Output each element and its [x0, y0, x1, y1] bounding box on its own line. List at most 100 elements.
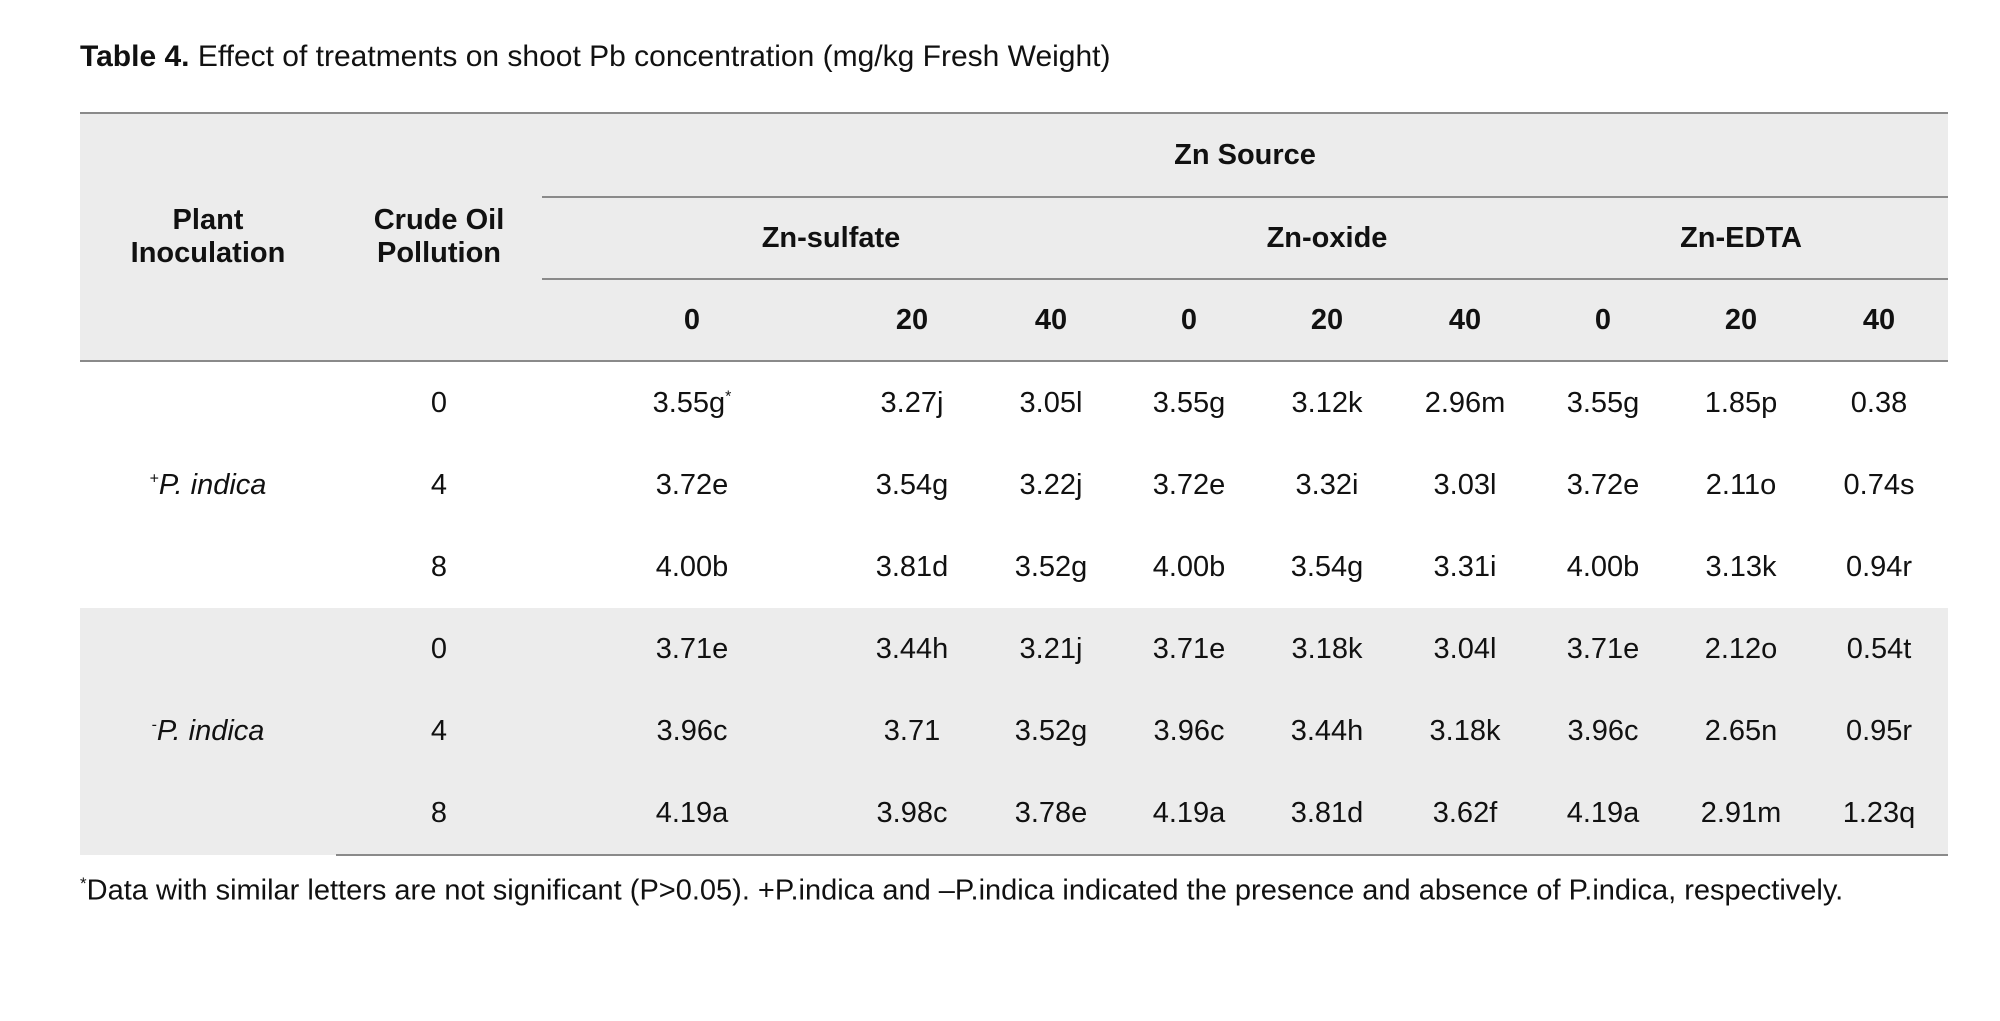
- value-cell: 3.96c: [1534, 690, 1672, 772]
- value-text: 3.71e: [655, 632, 729, 665]
- value-cell: 3.18k: [1396, 690, 1534, 772]
- value-cell: 4.19a: [1534, 772, 1672, 856]
- value-text: 3.55g: [1566, 386, 1640, 419]
- value-text: 2.91m: [1700, 796, 1782, 829]
- value-cell: 2.12o: [1672, 608, 1810, 690]
- table-footnote: *Data with similar letters are not signi…: [80, 874, 1843, 908]
- value-cell: 2.96m: [1396, 361, 1534, 444]
- pollution-cell: 0: [336, 608, 542, 690]
- value-cell: 3.32i: [1258, 444, 1396, 526]
- value-cell: 3.72e: [1120, 444, 1258, 526]
- value-cell: 3.13k: [1672, 526, 1810, 608]
- value-cell: 3.72e: [542, 444, 842, 526]
- value-text: 3.72e: [655, 468, 729, 501]
- pollution-cell: 4: [336, 690, 542, 772]
- value-cell: 2.91m: [1672, 772, 1810, 856]
- value-cell: 3.12k: [1258, 361, 1396, 444]
- table-row: 4 3.96c 3.71 3.52g 3.96c 3.44h 3.18k 3.96c 2.65n…: [80, 690, 1949, 772]
- value-cell: 3.55g*: [542, 361, 842, 444]
- header-source-zn-edta: Zn-EDTA: [1534, 197, 1949, 280]
- value-cell: 3.22j: [982, 444, 1120, 526]
- pollution-cell: 0: [430, 386, 448, 419]
- value-cell: 3.05l: [982, 361, 1120, 444]
- value-text: 4.00b: [655, 550, 729, 583]
- value-text: 3.54g: [875, 468, 949, 501]
- value-text: 4.19a: [1566, 796, 1640, 829]
- value-cell: 4.19a: [1120, 772, 1258, 856]
- pollution-cell: 8: [430, 550, 448, 583]
- value-cell: 3.21j: [982, 608, 1120, 690]
- value-text: 3.55g: [1152, 386, 1226, 419]
- header-plant-inoculation: Plant Inoculation: [80, 112, 336, 362]
- inoculation-name: P. indica: [156, 715, 265, 747]
- value-text: 3.81d: [875, 550, 949, 583]
- inoculation-sign: -: [151, 716, 157, 734]
- table-row: -P. indica 0 3.71e 3.44h 3.21j 3.71e 3.18k 3.04…: [80, 608, 1949, 855]
- results-table: Plant Inoculation Crude Oil Pollution Zn…: [80, 112, 1949, 856]
- header-crude-oil-line2: Pollution: [376, 237, 502, 269]
- footnote-text: Data with similar letters are not signif…: [86, 874, 1844, 907]
- value-cell: 3.52g: [982, 690, 1120, 772]
- value-text: 3.31i: [1433, 550, 1497, 583]
- value-cell: 4.00b: [1534, 526, 1672, 608]
- value-text: 3.96c: [656, 714, 728, 747]
- value-cell: 3.72e: [1534, 444, 1672, 526]
- value-text: 3.18k: [1429, 714, 1501, 747]
- results-table-container: Plant Inoculation Crude Oil Pollution Zn…: [80, 112, 1949, 856]
- header-level: 40: [1396, 279, 1534, 362]
- value-text: 3.05l: [1019, 386, 1083, 419]
- inoculation-name: P. indica: [158, 468, 267, 501]
- value-cell: 3.71e: [1120, 608, 1258, 690]
- table-row: 8 4.00b 3.81d 3.52g 4.00b 3.54g 3.31i 4.00b 3.13…: [80, 526, 1948, 608]
- value-text: 3.18k: [1291, 632, 1363, 665]
- value-text: 3.72e: [1566, 468, 1640, 501]
- value-text: 0.54t: [1846, 632, 1912, 665]
- header-level: 0: [1534, 279, 1672, 362]
- value-text: 0.95r: [1845, 714, 1913, 747]
- value-text: 3.81d: [1290, 796, 1364, 829]
- value-cell: 3.44h: [842, 608, 982, 690]
- value-text: 0.74s: [1843, 468, 1915, 501]
- value-cell: 1.85p: [1672, 361, 1810, 444]
- value-cell: 3.44h: [1258, 690, 1396, 772]
- value-cell: 3.04l: [1396, 608, 1534, 690]
- inoculation-sign: +: [149, 469, 159, 487]
- value-cell: 3.52g: [982, 526, 1120, 608]
- table-row: 8 4.19a 3.98c 3.78e 4.19a 3.81d 3.62f 4.19a 2.91…: [80, 772, 1949, 856]
- value-text: 3.52g: [1014, 714, 1088, 747]
- value-text: 3.13k: [1705, 550, 1777, 583]
- value-text: 3.44h: [875, 632, 949, 665]
- pollution-cell: 4: [430, 468, 448, 501]
- value-cell: 2.65n: [1672, 690, 1810, 772]
- value-text: 3.98c: [876, 796, 948, 829]
- table-row: +P. indica 0 3.55g* 3.27j 3.05l 3.55g 3.12k 2.9…: [80, 361, 1948, 501]
- value-text: 3.03l: [1433, 468, 1497, 501]
- value-text: 2.11o: [1705, 468, 1777, 501]
- value-text: 2.65n: [1704, 714, 1778, 747]
- value-cell: 3.18k: [1258, 608, 1396, 690]
- value-text: 3.78e: [1014, 796, 1088, 829]
- significance-mark: *: [725, 387, 732, 405]
- inoculation-cell: -P. indica: [80, 608, 336, 855]
- value-text: 3.04l: [1433, 632, 1497, 665]
- value-cell: 3.96c: [542, 690, 842, 772]
- value-text: 3.21j: [1019, 632, 1083, 665]
- value-text: 3.27j: [880, 386, 944, 419]
- header-source-zn-oxide: Zn-oxide: [1120, 197, 1534, 280]
- value-text: 3.71e: [1152, 632, 1226, 665]
- value-cell: 4.00b: [542, 526, 842, 608]
- value-text: 3.71: [883, 714, 941, 747]
- header-zn-source: Zn Source: [542, 112, 1949, 198]
- value-cell: 0.94r: [1810, 526, 1948, 608]
- header-level: 0: [542, 279, 842, 362]
- value-cell: 3.54g: [1258, 526, 1396, 608]
- header-level: 0: [1120, 279, 1258, 362]
- value-cell: 1.23q: [1810, 772, 1949, 856]
- value-text: 3.12k: [1291, 386, 1363, 419]
- value-text: 3.32i: [1295, 468, 1359, 501]
- table-caption-text: Effect of treatments on shoot Pb concent…: [189, 40, 1111, 73]
- value-cell: 4.00b: [1120, 526, 1258, 608]
- value-text: 4.00b: [1152, 550, 1226, 583]
- header-level: 20: [1258, 279, 1396, 362]
- value-text: 0.38: [1850, 386, 1908, 419]
